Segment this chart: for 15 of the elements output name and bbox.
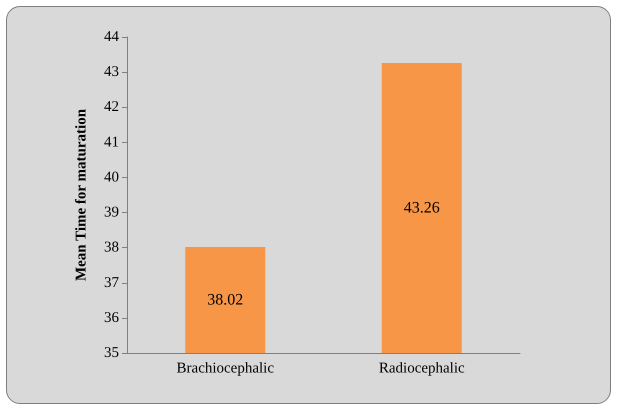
y-tick-label: 39	[104, 204, 119, 221]
y-tick-label: 38	[104, 240, 119, 256]
y-tick-label: 40	[104, 169, 119, 186]
data-label: 38.02	[207, 291, 244, 308]
y-tick-label: 37	[104, 274, 120, 291]
y-tick-label: 44	[104, 29, 120, 45]
y-tick-label: 41	[104, 134, 119, 150]
y-tick-label: 36	[104, 310, 120, 326]
x-tick-label: Brachiocephalic	[176, 360, 274, 376]
y-tick-label: 35	[104, 345, 119, 361]
x-tick-label: Radiocephalic	[378, 360, 465, 376]
y-tick-label: 43	[104, 64, 119, 80]
y-tick-label: 42	[104, 99, 119, 116]
y-axis-title: Mean Time for maturation	[74, 108, 90, 282]
data-label: 43.26	[404, 199, 440, 216]
